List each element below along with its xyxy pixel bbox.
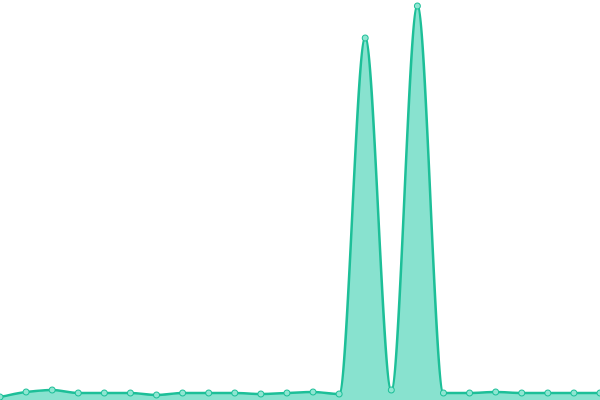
data-point — [544, 389, 552, 397]
data-point — [413, 2, 421, 10]
data-point — [361, 34, 369, 42]
data-point — [309, 388, 317, 396]
data-point — [22, 388, 30, 396]
data-point — [48, 386, 56, 394]
area-fill — [0, 6, 600, 400]
data-point — [205, 389, 213, 397]
data-point — [466, 389, 474, 397]
data-point — [0, 393, 4, 400]
data-point — [492, 388, 500, 396]
data-point — [335, 390, 343, 398]
data-point — [153, 391, 161, 399]
data-point — [283, 389, 291, 397]
data-point — [126, 389, 134, 397]
area-line — [0, 4, 600, 399]
data-point — [100, 389, 108, 397]
data-point — [231, 389, 239, 397]
data-point — [179, 389, 187, 397]
data-point — [439, 389, 447, 397]
data-point — [387, 386, 395, 394]
data-point — [518, 389, 526, 397]
data-point — [257, 390, 265, 398]
data-point — [74, 389, 82, 397]
data-point — [596, 389, 600, 397]
data-point — [570, 389, 578, 397]
